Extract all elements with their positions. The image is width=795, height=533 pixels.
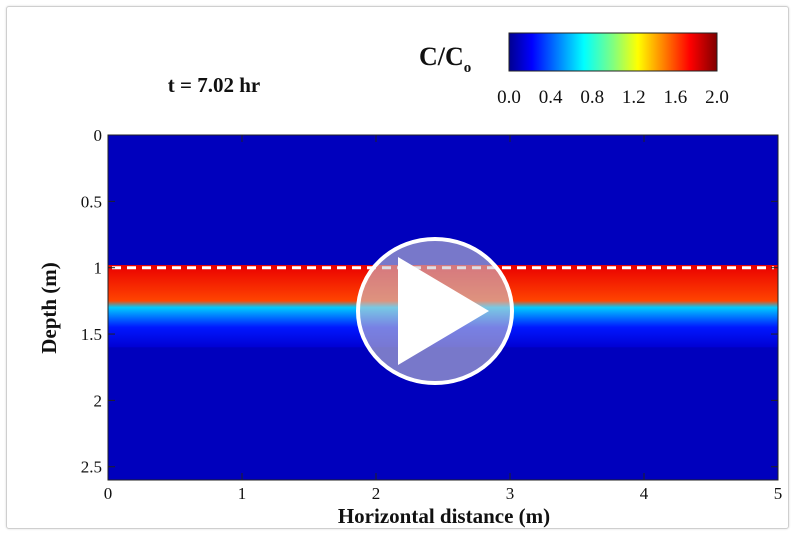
plot-border xyxy=(107,134,779,481)
y-axis-label: Depth (m) xyxy=(37,262,61,354)
y-axis: 0 0.5 1 1.5 2 2.5 xyxy=(81,126,778,477)
x-tick-label: 2 xyxy=(372,484,381,503)
x-tick-label: 1 xyxy=(238,484,247,503)
y-tick-label: 0.5 xyxy=(81,192,102,211)
x-tick-label: 4 xyxy=(640,484,649,503)
x-tick-label: 5 xyxy=(774,484,783,503)
x-axis: 0 1 2 3 4 5 xyxy=(104,135,783,503)
x-tick-label: 3 xyxy=(506,484,515,503)
colorbar-title-main: C/C xyxy=(419,42,464,71)
colorbar-title-subscript: o xyxy=(464,60,472,76)
y-tick-label: 1.5 xyxy=(81,325,102,344)
colorbar-gradient xyxy=(508,32,718,72)
y-tick-label: 2.5 xyxy=(81,458,102,477)
colorbar-tick-label: 0.8 xyxy=(580,87,604,108)
play-icon[interactable] xyxy=(356,237,514,385)
y-tick-label: 0 xyxy=(94,126,103,145)
colorbar-tick-label: 1.6 xyxy=(664,87,688,108)
time-label: t = 7.02 hr xyxy=(168,73,260,97)
colorbar: C/Co 0.0 0.4 0.8 1.2 1.6 2.0 xyxy=(419,32,729,108)
colorbar-tick-label: 0.0 xyxy=(497,87,521,108)
colorbar-tick-label: 1.2 xyxy=(622,87,646,108)
colorbar-tick-label: 2.0 xyxy=(705,87,729,108)
y-tick-label: 1 xyxy=(94,259,103,278)
x-axis-label: Horizontal distance (m) xyxy=(338,504,550,528)
colorbar-ticks: 0.0 0.4 0.8 1.2 1.6 2.0 xyxy=(497,87,729,108)
colorbar-tick-label: 0.4 xyxy=(539,87,563,108)
colorbar-title: C/Co xyxy=(419,42,471,76)
x-tick-label: 0 xyxy=(104,484,113,503)
y-tick-label: 2 xyxy=(94,391,103,410)
